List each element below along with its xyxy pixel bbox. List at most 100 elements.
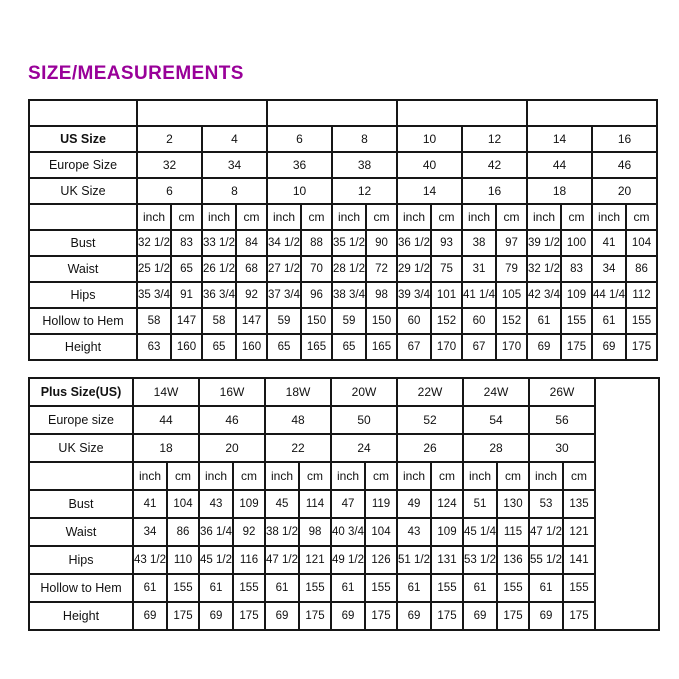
measurement-value-cm: 121 bbox=[562, 517, 596, 547]
measurement-value-inch: 58 bbox=[201, 307, 237, 335]
measurement-value-cm: 155 bbox=[562, 573, 596, 603]
measurement-value-inch: 36 1/2 bbox=[396, 229, 432, 257]
empty-column-cell bbox=[594, 377, 660, 631]
measurement-value-cm: 155 bbox=[166, 573, 200, 603]
measurement-value-inch: 51 bbox=[462, 489, 498, 519]
size-value: 24 bbox=[330, 433, 398, 463]
measurement-value-inch: 47 1/2 bbox=[528, 517, 564, 547]
size-value: 14 bbox=[526, 125, 593, 153]
measurement-value-cm: 104 bbox=[625, 229, 658, 257]
measurement-value-inch: 44 1/4 bbox=[591, 281, 627, 309]
size-value: 4 bbox=[201, 125, 268, 153]
measurement-value-cm: 116 bbox=[232, 545, 266, 575]
unit-header-cm: cm bbox=[430, 203, 463, 231]
measurement-value-cm: 155 bbox=[625, 307, 658, 335]
measurement-value-inch: 39 3/4 bbox=[396, 281, 432, 309]
measurement-value-inch: 42 3/4 bbox=[526, 281, 562, 309]
measurement-value-cm: 175 bbox=[232, 601, 266, 631]
measurement-value-inch: 67 bbox=[461, 333, 497, 361]
measurement-value-inch: 61 bbox=[591, 307, 627, 335]
blank-label-cell bbox=[28, 203, 138, 231]
size-value: 2 bbox=[136, 125, 203, 153]
measurement-value-inch: 26 1/2 bbox=[201, 255, 237, 283]
measurement-value-cm: 83 bbox=[170, 229, 203, 257]
measurement-value-cm: 121 bbox=[298, 545, 332, 575]
measurement-value-cm: 91 bbox=[170, 281, 203, 309]
page-title: SIZE/MEASUREMENTS bbox=[28, 63, 244, 84]
regular-size-table: US Size 2 4 6 8 10 12 14 16 Europe Size 32 34 36 38 40… bbox=[28, 99, 658, 361]
measurement-value-inch: 60 bbox=[461, 307, 497, 335]
unit-header-cm: cm bbox=[232, 461, 266, 491]
measurement-value-inch: 65 bbox=[266, 333, 302, 361]
measurement-value-inch: 58 bbox=[136, 307, 172, 335]
measurement-value-inch: 45 1/2 bbox=[198, 545, 234, 575]
measurement-value-inch: 41 1/4 bbox=[461, 281, 497, 309]
measurement-value-inch: 49 bbox=[396, 489, 432, 519]
size-value: 36 bbox=[266, 151, 333, 179]
unit-header-cm: cm bbox=[364, 461, 398, 491]
measurement-value-inch: 32 1/2 bbox=[526, 255, 562, 283]
unit-header-cm: cm bbox=[300, 203, 333, 231]
measurement-value-cm: 104 bbox=[364, 517, 398, 547]
measurement-value-cm: 88 bbox=[300, 229, 333, 257]
blank-group-cell bbox=[396, 99, 528, 127]
measurement-value-inch: 38 3/4 bbox=[331, 281, 367, 309]
measurement-value-inch: 36 1/4 bbox=[198, 517, 234, 547]
measurement-value-inch: 69 bbox=[198, 601, 234, 631]
measurement-value-inch: 65 bbox=[331, 333, 367, 361]
size-value: 16 bbox=[461, 177, 528, 205]
measurement-value-cm: 98 bbox=[365, 281, 398, 309]
measurement-value-inch: 27 1/2 bbox=[266, 255, 302, 283]
measurement-value-cm: 155 bbox=[496, 573, 530, 603]
measurement-value-inch: 63 bbox=[136, 333, 172, 361]
unit-header-cm: cm bbox=[496, 461, 530, 491]
unit-header-cm: cm bbox=[560, 203, 593, 231]
measurement-value-inch: 33 1/2 bbox=[201, 229, 237, 257]
measurement-value-inch: 53 1/2 bbox=[462, 545, 498, 575]
size-value: 12 bbox=[461, 125, 528, 153]
measurement-value-cm: 165 bbox=[365, 333, 398, 361]
measurement-value-inch: 69 bbox=[132, 601, 168, 631]
measurement-value-inch: 61 bbox=[528, 573, 564, 603]
size-value: 32 bbox=[136, 151, 203, 179]
unit-header-inch: inch bbox=[330, 461, 366, 491]
measurement-value-cm: 109 bbox=[232, 489, 266, 519]
size-value: 18W bbox=[264, 377, 332, 407]
size-value: 34 bbox=[201, 151, 268, 179]
measurement-value-cm: 98 bbox=[298, 517, 332, 547]
measurement-value-cm: 175 bbox=[562, 601, 596, 631]
measurement-value-inch: 35 3/4 bbox=[136, 281, 172, 309]
measurement-value-cm: 131 bbox=[430, 545, 464, 575]
measurement-value-inch: 67 bbox=[396, 333, 432, 361]
measurement-value-inch: 53 bbox=[528, 489, 564, 519]
measurement-value-inch: 47 bbox=[330, 489, 366, 519]
unit-header-inch: inch bbox=[198, 461, 234, 491]
size-value: 44 bbox=[132, 405, 200, 435]
measurement-value-cm: 68 bbox=[235, 255, 268, 283]
measurement-value-inch: 28 1/2 bbox=[331, 255, 367, 283]
measurement-value-cm: 65 bbox=[170, 255, 203, 283]
measurement-value-inch: 69 bbox=[462, 601, 498, 631]
size-value: 48 bbox=[264, 405, 332, 435]
measurement-value-inch: 38 bbox=[461, 229, 497, 257]
measurement-value-cm: 175 bbox=[496, 601, 530, 631]
row-label: Plus Size(US) bbox=[28, 377, 134, 407]
size-value: 26W bbox=[528, 377, 596, 407]
measurement-value-inch: 69 bbox=[591, 333, 627, 361]
measurement-value-cm: 170 bbox=[430, 333, 463, 361]
measurement-value-inch: 51 1/2 bbox=[396, 545, 432, 575]
measurement-value-inch: 41 bbox=[591, 229, 627, 257]
measurement-value-inch: 34 bbox=[132, 517, 168, 547]
measurement-value-inch: 61 bbox=[526, 307, 562, 335]
measurement-value-inch: 38 1/2 bbox=[264, 517, 300, 547]
size-value: 24W bbox=[462, 377, 530, 407]
unit-header-cm: cm bbox=[365, 203, 398, 231]
measurement-value-cm: 175 bbox=[166, 601, 200, 631]
measurement-value-cm: 70 bbox=[300, 255, 333, 283]
size-value: 42 bbox=[461, 151, 528, 179]
measurement-value-cm: 165 bbox=[300, 333, 333, 361]
measurement-value-inch: 36 3/4 bbox=[201, 281, 237, 309]
measurement-value-cm: 93 bbox=[430, 229, 463, 257]
measurement-value-inch: 34 1/2 bbox=[266, 229, 302, 257]
measurement-value-cm: 175 bbox=[298, 601, 332, 631]
